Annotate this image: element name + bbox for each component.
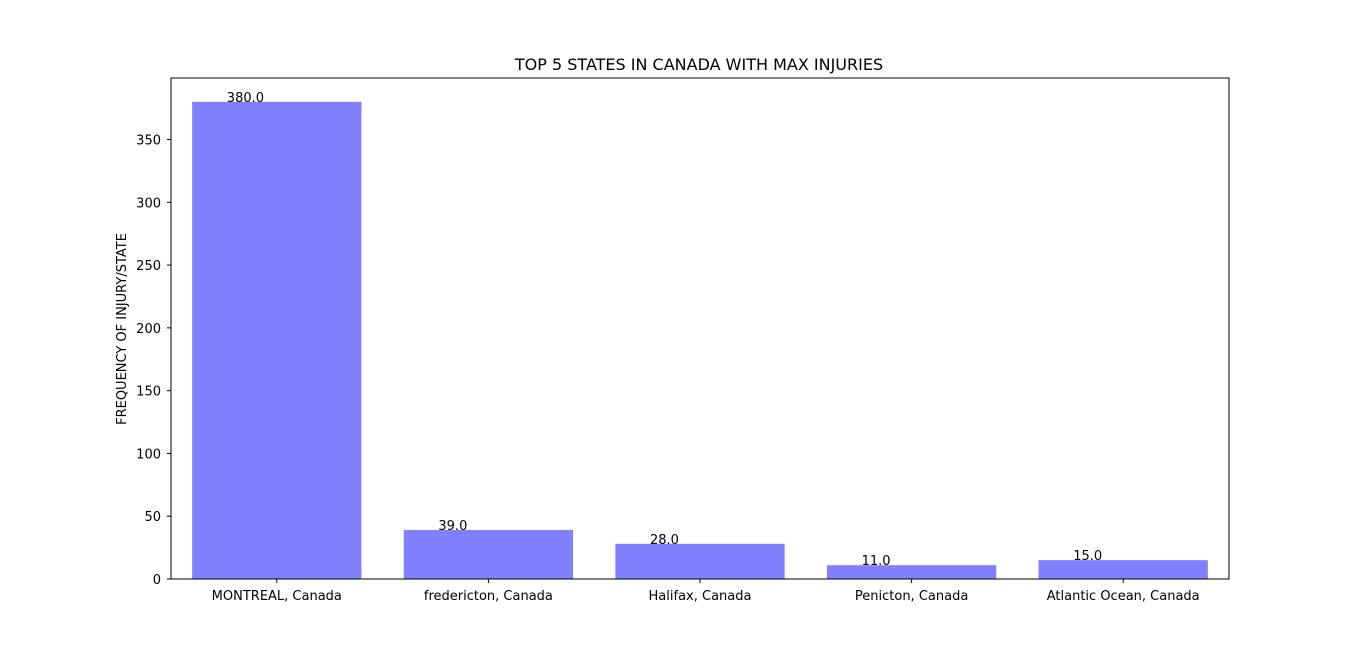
y-tick-label-7: 350 — [136, 134, 161, 149]
data-labels-group: 380.0 39.0 28.0 11.0 15.0 — [227, 91, 1102, 569]
bar-4 — [1038, 560, 1208, 579]
x-tick-label-4: Atlantic Ocean, Canada — [1047, 589, 1200, 604]
y-axis-label: FREQUENCY OF INJURY/STATE — [115, 233, 130, 425]
chart-title: TOP 5 STATES IN CANADA WITH MAX INJURIES — [514, 55, 883, 74]
bar-1 — [403, 530, 574, 579]
y-tick-label-4: 200 — [136, 322, 161, 337]
data-label-1: 39.0 — [438, 519, 467, 534]
data-label-3: 11.0 — [862, 554, 891, 569]
y-tick-label-3: 150 — [136, 385, 161, 400]
data-label-4: 15.0 — [1073, 549, 1102, 564]
y-tick-label-0: 0 — [153, 573, 161, 588]
x-axis-ticks: MONTREAL, Canada fredericton, Canada Halif… — [212, 579, 1200, 604]
data-label-2: 28.0 — [650, 533, 679, 548]
x-tick-label-1: fredericton, Canada — [424, 589, 553, 604]
y-tick-label-2: 100 — [136, 447, 161, 462]
y-tick-label-1: 50 — [144, 510, 161, 525]
data-label-0: 380.0 — [227, 91, 264, 106]
bar-0 — [192, 101, 362, 579]
y-tick-label-5: 250 — [136, 259, 161, 274]
x-tick-label-0: MONTREAL, Canada — [212, 589, 342, 604]
plot-frame — [170, 77, 1230, 580]
y-tick-label-6: 300 — [136, 196, 161, 211]
bar-3 — [826, 565, 997, 579]
y-axis-ticks: 0 50 100 150 200 250 300 350 — [136, 134, 171, 588]
x-tick-label-2: Halifax, Canada — [649, 589, 752, 604]
bar-2 — [615, 543, 785, 579]
bars-group — [192, 101, 1208, 579]
x-tick-label-3: Penicton, Canada — [855, 589, 968, 604]
